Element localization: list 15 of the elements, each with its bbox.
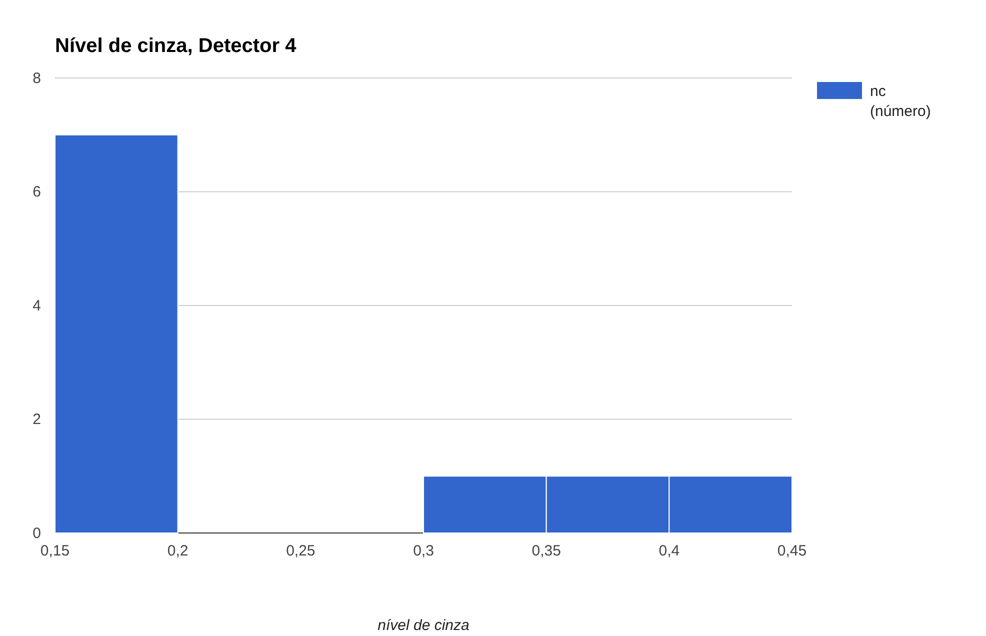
y-tick-label: 8	[32, 70, 41, 87]
x-tick-label: 0,4	[658, 542, 680, 560]
y-tick-label: 6	[32, 184, 41, 201]
x-tick-label: 0,3	[413, 542, 434, 560]
x-tick-label: 0,35	[532, 542, 561, 560]
legend-label: nc (número)	[870, 83, 931, 120]
x-tick-label: 0,25	[286, 542, 316, 560]
x-tick-label: 0,45	[777, 542, 807, 560]
chart-title: Nível de cinza, Detector 4	[55, 35, 298, 57]
y-tick-label: 0	[32, 524, 41, 542]
y-tick-label: 2	[32, 411, 41, 428]
x-tick-label: 0,2	[167, 542, 188, 560]
x-axis-title: nível de cinza	[378, 617, 470, 634]
y-tick-label: 4	[32, 297, 41, 314]
x-tick-label: 0,15	[40, 542, 70, 560]
